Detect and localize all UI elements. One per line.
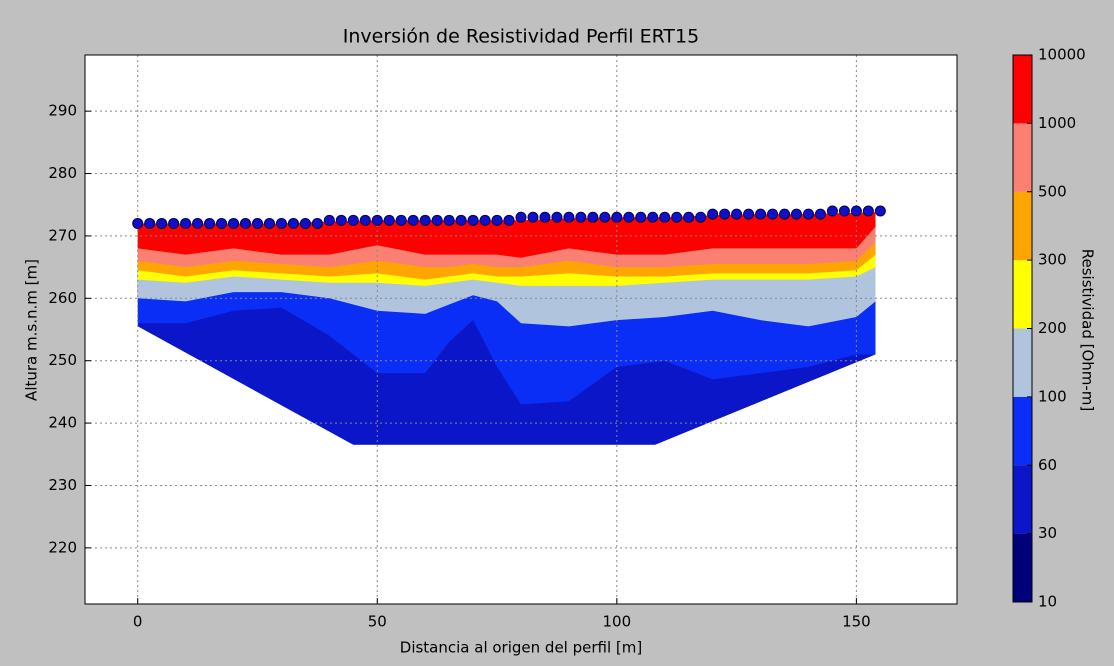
electrode xyxy=(299,217,311,229)
colorbar-tick-label: 300 xyxy=(1038,251,1067,269)
electrode xyxy=(132,217,144,229)
colorbar-swatch xyxy=(1013,396,1032,466)
colorbar-swatch xyxy=(1013,533,1032,602)
electrode xyxy=(311,217,323,229)
electrode xyxy=(491,214,503,226)
electrode xyxy=(850,205,862,217)
colorbar-tick-label: 10000 xyxy=(1038,46,1086,64)
electrode xyxy=(383,214,395,226)
x-tick-label: 150 xyxy=(842,613,871,631)
electrode xyxy=(623,211,635,223)
electrode xyxy=(156,217,168,229)
electrode xyxy=(455,214,467,226)
electrode xyxy=(479,214,491,226)
electrode xyxy=(371,214,383,226)
colorbar-tick-label: 30 xyxy=(1038,524,1057,542)
y-tick-label: 220 xyxy=(48,538,77,556)
colorbar-tick-label: 500 xyxy=(1038,182,1067,200)
electrode xyxy=(323,214,335,226)
y-tick-label: 280 xyxy=(48,164,77,182)
electrode xyxy=(467,214,479,226)
colorbar-tick-label: 1000 xyxy=(1038,114,1076,132)
electrode xyxy=(731,208,743,220)
electrode xyxy=(335,214,347,226)
y-tick-label: 240 xyxy=(48,414,77,432)
electrode xyxy=(539,211,551,223)
x-tick-label: 50 xyxy=(368,613,387,631)
y-tick-label: 260 xyxy=(48,289,77,307)
y-tick-label: 230 xyxy=(48,476,77,494)
electrode xyxy=(240,217,252,229)
electrode xyxy=(168,217,180,229)
colorbar-tick-label: 200 xyxy=(1038,319,1067,337)
colorbar-swatch xyxy=(1013,260,1032,329)
x-axis-label: Distancia al origen del perfil [m] xyxy=(400,639,642,657)
electrode xyxy=(671,211,683,223)
electrode xyxy=(599,211,611,223)
colorbar-tick-label: 60 xyxy=(1038,456,1057,474)
electrode xyxy=(707,208,719,220)
electrode xyxy=(395,214,407,226)
electrode xyxy=(431,214,443,226)
electrode xyxy=(443,214,455,226)
electrode xyxy=(527,211,539,223)
electrode xyxy=(719,208,731,220)
electrode xyxy=(251,217,263,229)
electrode xyxy=(551,211,563,223)
electrode xyxy=(838,205,850,217)
electrode xyxy=(419,214,431,226)
electrode xyxy=(802,208,814,220)
colorbar-swatch xyxy=(1013,123,1032,192)
electrode xyxy=(790,208,802,220)
electrode xyxy=(874,205,886,217)
electrode xyxy=(287,217,299,229)
y-tick-label: 270 xyxy=(48,226,77,244)
electrode xyxy=(862,205,874,217)
electrode xyxy=(144,217,156,229)
colorbar-swatch xyxy=(1013,328,1032,397)
electrode xyxy=(275,217,287,229)
electrode xyxy=(180,217,192,229)
x-tick-label: 100 xyxy=(603,613,632,631)
colorbar-label: Resistividad [Ohm-m] xyxy=(1079,249,1097,412)
electrode xyxy=(743,208,755,220)
chart-title: Inversión de Resistividad Perfil ERT15 xyxy=(343,26,699,48)
electrode xyxy=(563,211,575,223)
electrode xyxy=(767,208,779,220)
electrode xyxy=(575,211,587,223)
y-tick-label: 290 xyxy=(48,102,77,120)
colorbar-tick-label: 100 xyxy=(1038,387,1067,405)
electrode xyxy=(347,214,359,226)
electrode xyxy=(683,211,695,223)
electrode xyxy=(407,214,419,226)
colorbar-swatch xyxy=(1013,465,1032,534)
plot-frame xyxy=(84,54,958,605)
electrode xyxy=(192,217,204,229)
electrode xyxy=(204,217,216,229)
electrode xyxy=(359,214,371,226)
electrode xyxy=(635,211,647,223)
overlay: 0 50 100 150 220 230 240 250 260 270 280 290 xyxy=(48,55,957,631)
electrode xyxy=(695,211,707,223)
electrode xyxy=(779,208,791,220)
x-tick-label: 0 xyxy=(133,613,143,631)
y-tick-label: 250 xyxy=(48,351,77,369)
electrode xyxy=(263,217,275,229)
colorbar-swatch xyxy=(1013,55,1032,124)
electrode xyxy=(814,208,826,220)
electrode xyxy=(755,208,767,220)
electrode xyxy=(228,217,240,229)
colorbar-swatch xyxy=(1013,191,1032,261)
electrode xyxy=(647,211,659,223)
electrode xyxy=(659,211,671,223)
electrode xyxy=(826,205,838,217)
electrode xyxy=(611,211,623,223)
colorbar-tick-label: 10 xyxy=(1038,593,1057,611)
electrode xyxy=(587,211,599,223)
electrode xyxy=(216,217,228,229)
electrode xyxy=(503,214,515,226)
y-axis-label: Altura m.s.n.m [m] xyxy=(23,259,41,401)
electrode xyxy=(515,211,527,223)
